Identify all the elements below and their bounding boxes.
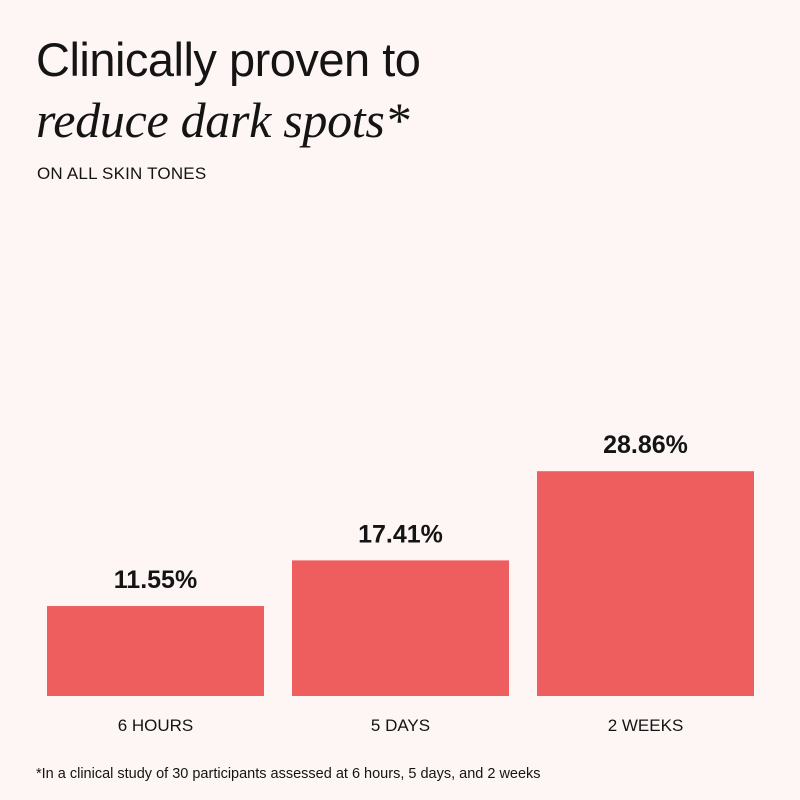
value-label: 28.86% — [603, 431, 688, 459]
bar-2-weeks — [537, 471, 754, 696]
value-label: 11.55% — [114, 566, 197, 594]
value-label: 17.41% — [358, 520, 443, 548]
title-line-1: Clinically proven to — [36, 33, 421, 86]
category-label: 5 DAYS — [371, 716, 430, 735]
title-line-2: reduce dark spots* — [36, 92, 410, 148]
bar-5-days — [292, 560, 509, 696]
category-label: 6 HOURS — [118, 716, 194, 735]
footnote: *In a clinical study of 30 participants … — [36, 766, 541, 782]
bar-6-hours — [47, 606, 264, 696]
subtitle: ON ALL SKIN TONES — [37, 164, 207, 183]
category-label: 2 WEEKS — [608, 716, 684, 735]
